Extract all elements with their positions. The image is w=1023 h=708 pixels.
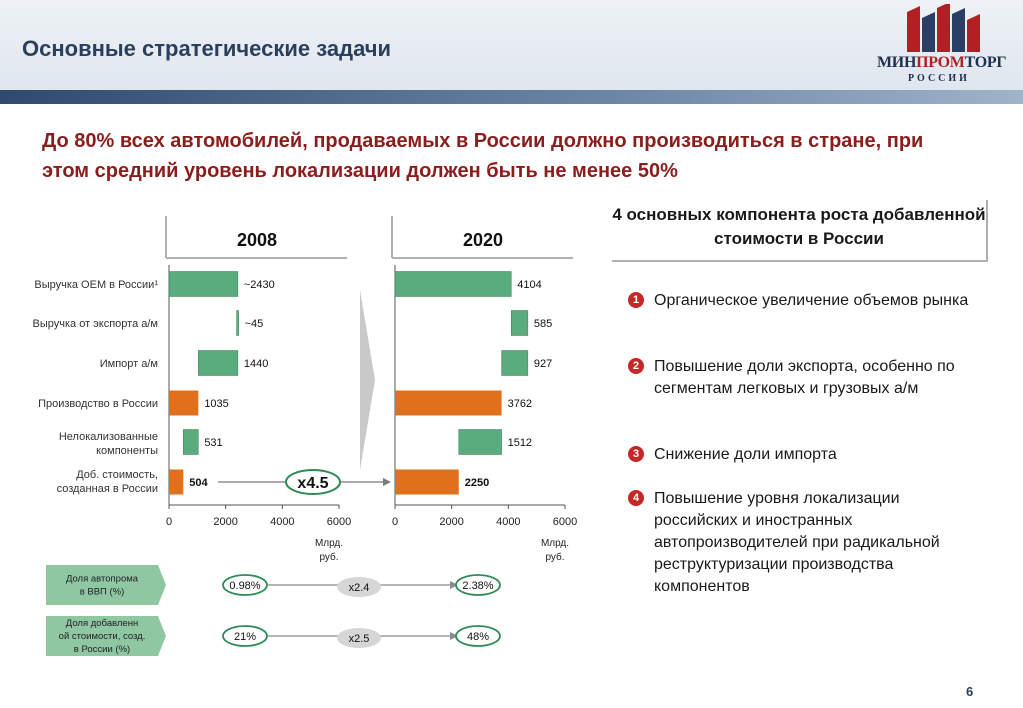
bar (511, 310, 529, 336)
axis-unit-label: Млрд. руб. (541, 538, 569, 563)
indicator-to-badge (455, 574, 501, 596)
item-number-badge: 4 (628, 490, 644, 506)
growth-component-item: 1 Органическое увеличение объемов рынка (628, 290, 984, 312)
panel-header-box (392, 220, 573, 258)
item-text: Снижение доли импорта (654, 446, 837, 463)
bar-value-label: 1035 (204, 398, 228, 410)
bar (198, 350, 239, 376)
indicator-from-badge (222, 625, 268, 647)
arrow-head-icon (383, 478, 391, 486)
growth-label: x4.5 (297, 475, 328, 492)
waterfall-chart: Выручка OEM в России¹ Выручка от экспорта… (33, 216, 577, 656)
indicator-label: Доля автопрома в ВВП (%) (66, 574, 139, 598)
bar-value-label: ~2430 (244, 279, 275, 291)
logo-emblem-icon (907, 4, 980, 52)
panel-header-box (166, 220, 347, 258)
indicator-label-box (46, 616, 166, 656)
bar-value-label: 4104 (517, 279, 541, 291)
header-bar (0, 0, 1023, 92)
item-number-badge: 3 (628, 446, 644, 462)
x-tick-label: 2000 (439, 516, 463, 528)
indicator-label: Доля добавленн ой стоимости, созд. в Росси… (59, 618, 146, 655)
x-tick-label: 4000 (496, 516, 520, 528)
bar-value-label: 927 (534, 358, 552, 370)
right-panel-title: 4 основных компонента роста добавленной … (612, 200, 988, 262)
growth-component-item: 3 Снижение доли импорта (628, 444, 984, 466)
indicator-to-value: 2.38% (462, 580, 493, 592)
bar-value-label: 585 (534, 318, 552, 330)
x-tick-label: 4000 (270, 516, 294, 528)
page-number: 6 (966, 684, 974, 699)
indicator-mult-badge (337, 577, 381, 597)
x-tick-label: 0 (392, 516, 398, 528)
bar-value-label: 504 (189, 477, 208, 489)
growth-component-item: 2 Повышение доли экспорта, особенно по се… (628, 356, 984, 400)
indicator-from-value: 21% (234, 631, 256, 643)
category-label: Доб. стоимость, созданная в России (57, 469, 158, 495)
panel-title: 2008 (237, 230, 277, 250)
item-number-badge: 2 (628, 358, 644, 374)
indicator-label-box (46, 565, 166, 605)
bar (236, 310, 239, 336)
bar-value-label: 1512 (508, 437, 532, 449)
logo-text: МИНПРОМТОРГ (877, 54, 1007, 71)
page-title: Основные стратегические задачи (22, 36, 392, 61)
header-stripe (0, 90, 1023, 104)
indicator-from-value: 0.98% (229, 580, 260, 592)
growth-badge (285, 469, 341, 495)
bar (169, 390, 199, 416)
category-label: Импорт а/м (100, 358, 158, 370)
bar-value-label: 531 (204, 437, 222, 449)
indicator-from-badge (222, 574, 268, 596)
ministry-logo (907, 4, 980, 52)
x-tick-label: 0 (166, 516, 172, 528)
category-label: Выручка от экспорта а/м (33, 318, 159, 330)
x-tick-label: 2000 (213, 516, 237, 528)
category-label: Производство в России (38, 398, 158, 410)
bar (183, 429, 199, 455)
logo-subtitle: РОССИИ (908, 73, 970, 84)
arrow-head-icon (450, 581, 458, 589)
bar-value-label: ~45 (245, 318, 264, 330)
bar (501, 350, 529, 376)
bar-value-label: 2250 (465, 477, 489, 489)
panel-title: 2020 (463, 230, 503, 250)
bar (394, 271, 512, 297)
headline: До 80% всех автомобилей, продаваемых в Р… (42, 130, 924, 182)
indicator-to-badge (455, 625, 501, 647)
bar (168, 271, 239, 297)
item-text: Повышение доли экспорта, особенно по сег… (654, 358, 955, 397)
bar (458, 429, 502, 455)
indicator-mult-value: x2.5 (349, 633, 370, 645)
item-number-badge: 1 (628, 292, 644, 308)
x-tick-label: 6000 (327, 516, 351, 528)
bar (169, 469, 184, 495)
category-label: Выручка OEM в России¹ (34, 279, 158, 291)
growth-component-item: 4 Повышение уровня локализации российских… (628, 488, 984, 598)
item-text: Органическое увеличение объемов рынка (654, 292, 969, 309)
indicator-mult-value: x2.4 (349, 582, 370, 594)
x-tick-label: 6000 (553, 516, 577, 528)
indicator-mult-badge (337, 628, 381, 648)
chevron-right-icon (360, 290, 375, 470)
bar-value-label: 3762 (508, 398, 532, 410)
arrow-head-icon (450, 632, 458, 640)
item-text: Повышение уровня локализации российских … (654, 490, 940, 595)
axis-unit-label: Млрд. руб. (315, 538, 343, 563)
bar (395, 469, 459, 495)
category-label: Нелокализованные компоненты (59, 431, 158, 457)
bar-value-label: 1440 (244, 358, 268, 370)
bar (395, 390, 502, 416)
indicator-to-value: 48% (467, 631, 489, 643)
